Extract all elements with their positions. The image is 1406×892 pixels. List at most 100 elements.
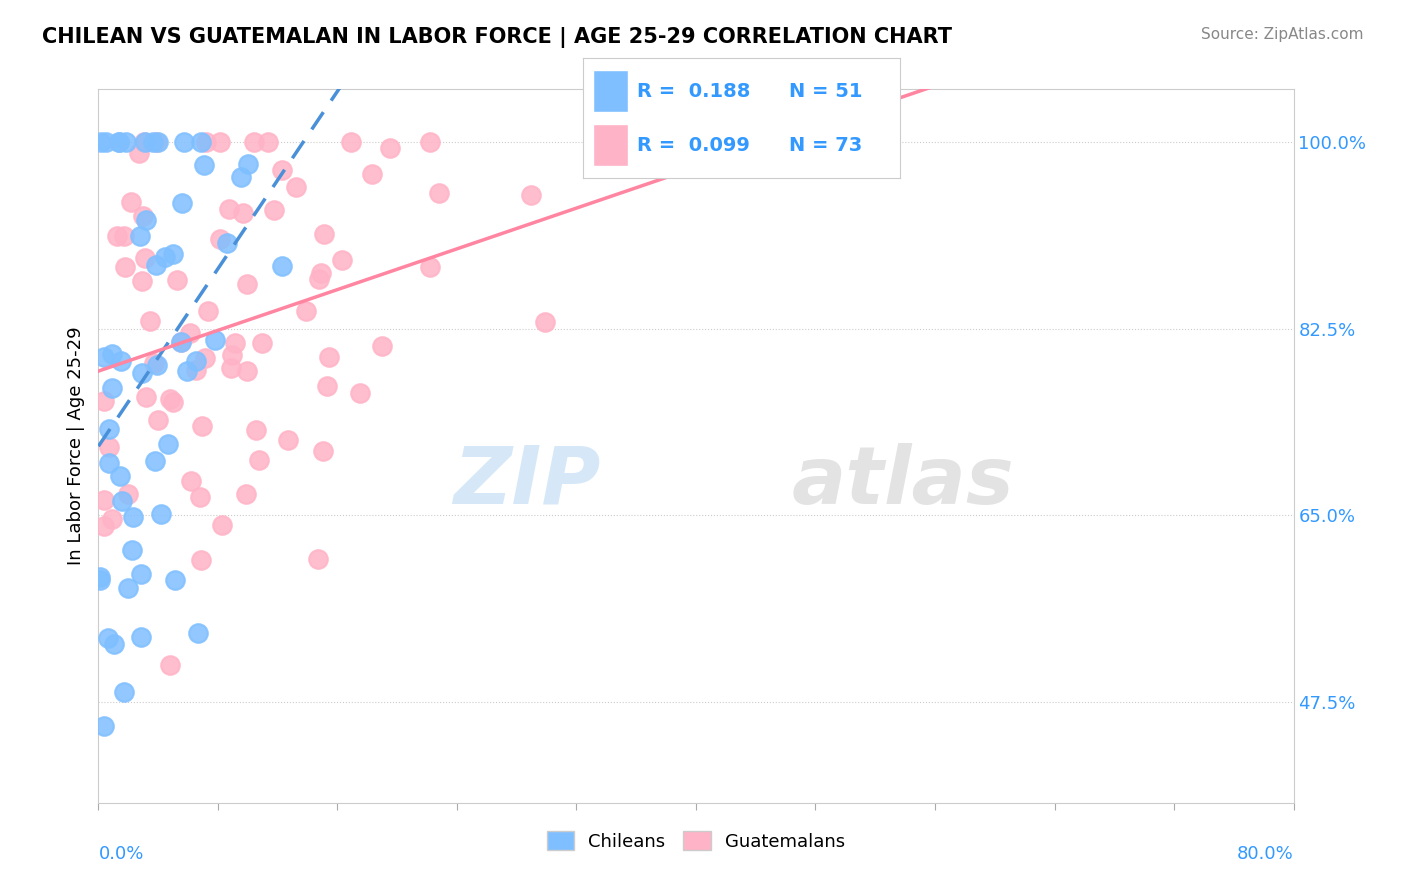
Point [117, 487, 139, 501]
Point [250, 335, 273, 350]
Point [159, 392, 181, 407]
Point [162, 395, 184, 409]
Point [134, 136, 156, 150]
Point [110, 354, 132, 368]
Point [122, 510, 145, 524]
Point [131, 366, 153, 380]
Point [318, 350, 340, 364]
Point [193, 158, 215, 172]
Point [186, 363, 208, 377]
Point [243, 136, 266, 150]
Point [105, 229, 128, 244]
Point [263, 202, 285, 217]
Point [311, 266, 333, 280]
Point [121, 543, 143, 558]
Point [145, 258, 167, 272]
Point [271, 162, 294, 177]
Point [315, 379, 337, 393]
Y-axis label: In Labor Force | Age 25-29: In Labor Force | Age 25-29 [66, 326, 84, 566]
Point [134, 252, 156, 266]
Legend: Chileans, Guatemalans: Chileans, Guatemalans [540, 824, 852, 858]
Point [155, 250, 177, 264]
Bar [593, 70, 627, 112]
Point [162, 247, 184, 261]
Point [194, 351, 217, 365]
Point [221, 348, 243, 362]
Text: N = 51: N = 51 [789, 82, 863, 101]
Point [135, 390, 157, 404]
Point [419, 260, 441, 275]
Point [143, 453, 166, 467]
Point [190, 136, 212, 150]
Point [98, 456, 121, 470]
Point [235, 487, 257, 501]
Point [224, 335, 246, 350]
Point [131, 567, 153, 582]
Point [360, 167, 382, 181]
Point [236, 157, 259, 171]
Text: R =  0.188: R = 0.188 [637, 82, 751, 101]
Point [190, 552, 212, 566]
Point [419, 136, 441, 150]
Point [97, 441, 120, 455]
Point [519, 188, 541, 202]
Point [180, 474, 202, 488]
Point [285, 180, 308, 194]
Text: Source: ZipAtlas.com: Source: ZipAtlas.com [1201, 27, 1364, 42]
Point [236, 364, 259, 378]
Point [111, 493, 134, 508]
Point [179, 326, 201, 341]
Point [295, 304, 318, 318]
Point [108, 469, 131, 483]
Point [108, 136, 131, 150]
Point [132, 209, 155, 223]
Point [89, 569, 111, 583]
Point [188, 490, 211, 504]
Point [93, 719, 115, 733]
Point [211, 517, 233, 532]
Point [187, 626, 209, 640]
Point [371, 339, 394, 353]
Point [100, 346, 122, 360]
Point [173, 136, 195, 150]
Point [349, 385, 371, 400]
Point [131, 275, 153, 289]
Point [103, 637, 125, 651]
Point [142, 136, 165, 150]
Point [93, 350, 115, 364]
Point [128, 228, 150, 243]
Text: N = 73: N = 73 [789, 136, 862, 155]
Point [378, 140, 401, 154]
Point [135, 212, 157, 227]
Point [108, 136, 131, 150]
Point [204, 334, 226, 348]
Point [176, 363, 198, 377]
Point [156, 437, 179, 451]
Point [128, 146, 150, 161]
Point [277, 433, 299, 447]
Point [114, 260, 136, 274]
Point [172, 195, 194, 210]
Point [93, 519, 115, 533]
Point [93, 492, 115, 507]
Point [534, 315, 557, 329]
Point [231, 169, 253, 184]
Point [143, 356, 166, 370]
Point [146, 358, 169, 372]
Point [195, 136, 218, 150]
Point [236, 277, 259, 291]
Point [218, 202, 240, 217]
Text: 80.0%: 80.0% [1237, 846, 1294, 863]
Text: 0.0%: 0.0% [98, 846, 143, 863]
Text: atlas: atlas [792, 442, 1014, 521]
Point [100, 381, 122, 395]
Point [89, 573, 111, 587]
Point [307, 552, 329, 566]
Text: CHILEAN VS GUATEMALAN IN LABOR FORCE | AGE 25-29 CORRELATION CHART: CHILEAN VS GUATEMALAN IN LABOR FORCE | A… [42, 27, 952, 48]
Point [112, 685, 135, 699]
Point [90, 136, 112, 150]
Point [115, 136, 138, 150]
Point [146, 412, 169, 426]
Point [247, 452, 270, 467]
Point [312, 227, 335, 241]
